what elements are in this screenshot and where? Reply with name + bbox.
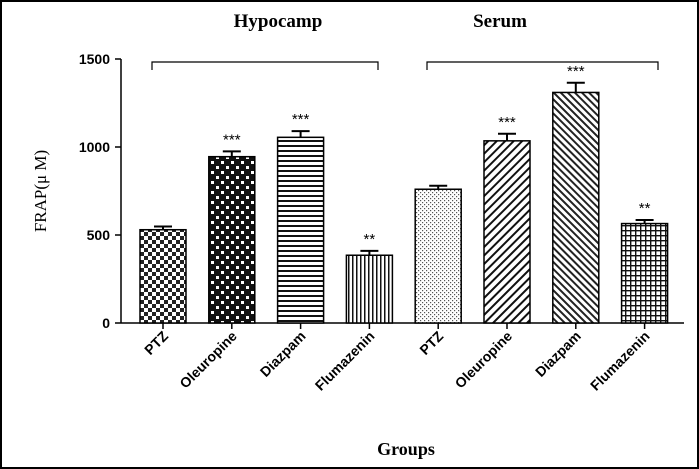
group-title-serum: Serum	[473, 11, 527, 32]
category-label: Diazpam	[257, 328, 309, 380]
bars: PTZ *** Oleuropine *** Diazpam ** Flumazenin PT…	[139, 63, 669, 394]
bar-hypocamp-ptz	[139, 228, 187, 324]
category-label: Flumazenin	[312, 328, 378, 394]
bar-serum-diazpam	[552, 91, 600, 324]
bar-hypocamp-diazpam	[276, 136, 325, 324]
significance-label: ***	[292, 111, 310, 128]
category-label: Diazpam	[532, 328, 584, 380]
significance-label: ***	[223, 131, 241, 148]
category-label: Oleuropine	[452, 328, 516, 392]
y-tick-label: 1000	[79, 139, 110, 155]
y-axis-title: FRAP(μ M)	[31, 150, 50, 232]
group-title-hypocamp: Hypocamp	[234, 11, 323, 32]
y-tick-label: 500	[87, 227, 111, 243]
significance-label: **	[639, 200, 651, 217]
category-label: Flumazenin	[587, 328, 653, 394]
group-bracket-serum	[426, 61, 659, 70]
bar-serum-ptz	[414, 188, 462, 324]
bar-serum-oleuropine	[483, 140, 531, 324]
category-label: PTZ	[141, 327, 171, 357]
category-label: Oleuropine	[176, 328, 240, 392]
x-axis-title: Groups	[377, 439, 435, 459]
significance-label: ***	[567, 63, 585, 80]
bar-hypocamp-oleuropine	[208, 155, 256, 324]
y-tick-label: 0	[102, 315, 110, 331]
group-bracket-hypocamp	[151, 61, 379, 70]
significance-label: **	[364, 231, 376, 248]
bar-hypocamp-flumazenin	[345, 254, 394, 324]
y-tick-label: 1500	[79, 51, 110, 67]
category-label: PTZ	[416, 327, 446, 357]
bar-serum-flumazenin	[620, 222, 669, 324]
y-axis-ticks: 0 500 1000 1500	[79, 51, 121, 331]
significance-label: ***	[498, 114, 516, 131]
